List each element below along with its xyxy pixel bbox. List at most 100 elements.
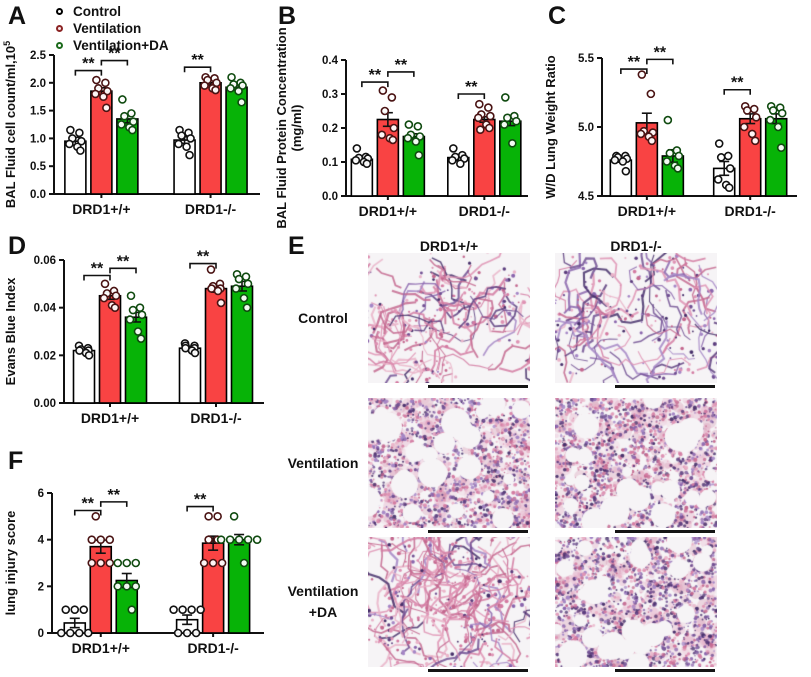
data-point (91, 89, 100, 99)
data-point (77, 136, 86, 146)
significance-label: ** (108, 487, 121, 504)
data-point (751, 113, 761, 122)
data-point (65, 628, 75, 638)
legend-label: Control (73, 3, 121, 19)
data-point (352, 144, 362, 153)
data-point (74, 628, 84, 638)
y-tick-label: 5.5 (578, 53, 595, 65)
data-point (137, 310, 147, 320)
group-label: DRD1+/+ (618, 203, 676, 219)
data-point (747, 129, 757, 139)
data-point (723, 151, 733, 161)
data-point (99, 92, 108, 101)
y-axis-label: lung injury score (3, 511, 18, 616)
legend-label: Ventilation (73, 20, 142, 36)
scale-bar (428, 530, 528, 533)
significance-bracket (183, 66, 212, 73)
data-point (92, 75, 101, 85)
data-point (387, 93, 397, 102)
histology-image (368, 537, 530, 667)
y-axis-label: BAL Fluid Protein Concentration (274, 27, 289, 228)
data-point (76, 146, 85, 155)
data-point (234, 274, 244, 284)
data-point (474, 113, 483, 123)
data-point (79, 605, 89, 614)
group-label: DRD1-/- (187, 640, 239, 656)
panel-e-histology: E DRD1+/+ DRD1-/- Control Ventilation Ve… (280, 230, 811, 677)
histology-column-header-drd1-wt: DRD1+/+ (419, 238, 479, 254)
data-point (217, 558, 227, 568)
significance-label: ** (628, 54, 641, 71)
data-point (241, 272, 251, 281)
data-point (101, 78, 110, 88)
significance-label: ** (108, 46, 121, 63)
data-point (234, 535, 244, 544)
data-point (486, 111, 495, 121)
data-point (749, 104, 759, 114)
data-point (485, 123, 494, 133)
significance-bracket (73, 509, 102, 516)
data-point (239, 558, 249, 568)
data-point (665, 148, 675, 158)
data-point (231, 284, 241, 293)
significance-label: ** (117, 253, 130, 270)
data-point (618, 157, 628, 166)
data-point (87, 535, 97, 544)
significance-label: ** (395, 57, 408, 74)
y-tick-label: 2.5 (30, 50, 47, 62)
group-label: DRD1-/- (185, 201, 237, 217)
bar (98, 294, 122, 404)
y-axis-label: Evans Blue Index (3, 277, 18, 385)
data-point (404, 120, 414, 129)
data-point (610, 155, 620, 165)
data-point (714, 139, 724, 148)
data-point (239, 293, 249, 303)
histology-ventilation-da-drd1-ko (555, 537, 717, 667)
significance-bracket (387, 71, 415, 77)
y-axis-label: W/D Lung Weight Ratio (543, 55, 558, 199)
legend-label: Ventilation+DA (73, 37, 169, 53)
data-point (105, 535, 115, 544)
y-tick-label: 1.5 (30, 106, 47, 118)
data-point (414, 150, 424, 160)
data-point (243, 535, 253, 544)
histology-image (555, 398, 717, 528)
histology-ventilation-drd1-ko (555, 398, 717, 528)
histology-column-header-drd1-ko: DRD1-/- (610, 238, 662, 254)
scale-bar (615, 385, 715, 388)
data-point (91, 512, 101, 521)
significance-bracket (100, 59, 129, 66)
scale-bar (615, 530, 715, 533)
data-point (103, 86, 112, 96)
data-point (411, 137, 421, 146)
histology-image (555, 253, 717, 383)
data-point (113, 582, 123, 591)
data-point (377, 130, 387, 140)
group-label: DRD1-/- (459, 203, 511, 219)
bar (402, 135, 426, 197)
y-tick-label: 1.0 (30, 133, 46, 145)
data-point (173, 628, 183, 638)
chart-bal-cell-count: 0.0 0.5 1.0 1.5 2.0 2.5 BAL Fluid cell count/m… (2, 41, 260, 217)
data-point (739, 122, 749, 132)
data-point (65, 139, 74, 149)
row-label-text: Ventilation (287, 454, 359, 471)
y-tick-label: 0.04 (34, 303, 57, 315)
data-point (662, 157, 672, 166)
data-point (501, 93, 510, 102)
data-point (174, 139, 183, 149)
significance-label: ** (91, 260, 104, 277)
data-point (448, 156, 457, 165)
data-point (637, 70, 647, 79)
data-point (484, 103, 493, 112)
chart-lung-injury-score: 0 2 4 6 lung injury score DRD1+/+ DRD1-/- ** ** *… (3, 487, 264, 656)
data-point (508, 139, 517, 148)
data-point (136, 334, 146, 343)
data-point (61, 605, 71, 614)
data-point (131, 582, 141, 591)
data-point (216, 535, 226, 544)
data-point (208, 558, 218, 568)
y-tick-label: 0 (38, 628, 44, 640)
significance-bracket (620, 68, 648, 75)
y-tick-label: 6 (38, 488, 44, 500)
